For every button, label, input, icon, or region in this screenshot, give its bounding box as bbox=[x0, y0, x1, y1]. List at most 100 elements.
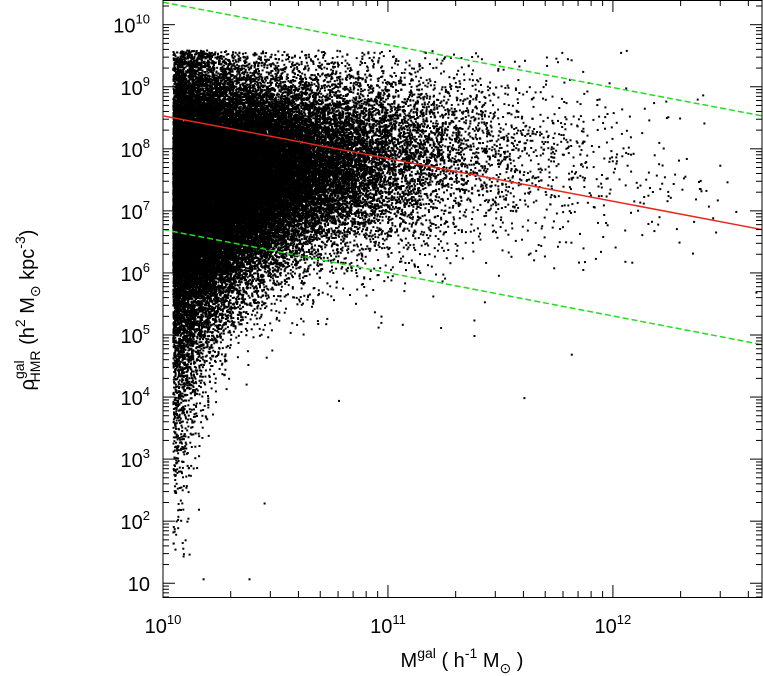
data-point bbox=[174, 485, 176, 488]
data-point bbox=[249, 129, 252, 132]
data-point bbox=[630, 170, 633, 173]
data-point bbox=[215, 277, 218, 280]
data-point bbox=[420, 204, 422, 206]
data-point bbox=[195, 66, 198, 69]
data-point bbox=[658, 163, 661, 166]
data-point bbox=[612, 112, 615, 115]
data-point bbox=[232, 287, 235, 290]
data-point bbox=[220, 69, 223, 72]
data-point bbox=[384, 196, 387, 199]
data-point bbox=[225, 388, 228, 391]
data-point bbox=[399, 193, 401, 196]
data-point bbox=[429, 175, 432, 178]
data-point bbox=[247, 75, 250, 78]
data-point bbox=[359, 154, 362, 156]
data-point bbox=[326, 177, 328, 180]
data-point bbox=[342, 87, 345, 90]
data-point bbox=[334, 113, 337, 116]
data-point bbox=[486, 150, 489, 153]
data-point bbox=[295, 235, 298, 238]
data-point bbox=[242, 52, 244, 55]
data-point bbox=[352, 168, 355, 171]
data-point bbox=[373, 207, 375, 210]
data-point bbox=[426, 196, 429, 199]
data-point bbox=[273, 104, 276, 107]
data-point bbox=[396, 117, 398, 120]
data-point bbox=[277, 98, 280, 101]
data-point bbox=[510, 126, 513, 129]
data-point bbox=[315, 68, 318, 71]
data-point bbox=[235, 336, 238, 339]
data-point bbox=[506, 136, 509, 139]
data-point bbox=[271, 74, 274, 77]
data-point bbox=[176, 468, 179, 471]
data-point bbox=[346, 145, 349, 148]
data-point bbox=[545, 56, 548, 59]
data-point bbox=[419, 76, 422, 79]
data-point bbox=[434, 81, 437, 83]
data-point bbox=[269, 83, 272, 86]
data-point bbox=[403, 101, 406, 104]
data-point bbox=[466, 107, 469, 110]
data-point bbox=[359, 146, 361, 149]
data-point bbox=[517, 129, 519, 132]
data-point bbox=[227, 302, 230, 305]
data-point bbox=[251, 80, 254, 83]
data-point bbox=[373, 233, 376, 236]
data-point bbox=[545, 79, 548, 82]
data-point bbox=[216, 293, 218, 296]
data-point bbox=[328, 124, 331, 127]
data-point bbox=[343, 257, 346, 260]
data-point bbox=[367, 247, 370, 250]
data-point bbox=[531, 176, 534, 179]
data-point bbox=[560, 134, 563, 136]
data-point bbox=[207, 335, 209, 338]
data-point bbox=[304, 101, 307, 104]
data-point bbox=[630, 153, 633, 156]
data-point bbox=[347, 100, 350, 103]
data-point bbox=[455, 180, 458, 182]
data-point bbox=[326, 213, 329, 216]
data-point bbox=[196, 389, 199, 392]
data-point bbox=[249, 237, 251, 240]
data-point bbox=[229, 338, 232, 341]
data-point bbox=[465, 143, 468, 146]
data-point bbox=[460, 150, 463, 153]
data-point bbox=[234, 51, 237, 54]
data-point bbox=[397, 124, 400, 127]
data-point bbox=[232, 51, 235, 54]
data-point bbox=[408, 96, 411, 98]
data-point bbox=[465, 110, 468, 112]
data-point bbox=[405, 269, 407, 272]
data-point bbox=[407, 105, 410, 107]
data-point bbox=[172, 426, 175, 429]
data-point bbox=[547, 184, 550, 187]
data-point bbox=[397, 90, 400, 92]
data-point bbox=[373, 267, 376, 270]
data-point bbox=[382, 72, 385, 75]
data-point bbox=[447, 249, 450, 251]
data-point bbox=[416, 96, 419, 99]
data-point bbox=[423, 166, 426, 169]
data-point bbox=[675, 228, 678, 231]
data-point bbox=[184, 379, 187, 382]
data-point bbox=[378, 229, 381, 231]
data-point bbox=[367, 52, 370, 55]
data-point bbox=[184, 51, 187, 54]
data-point bbox=[325, 94, 328, 97]
data-point bbox=[378, 200, 381, 202]
data-point bbox=[312, 61, 315, 64]
data-point bbox=[380, 315, 383, 318]
data-point bbox=[186, 421, 189, 424]
data-point bbox=[227, 316, 229, 319]
data-point bbox=[402, 195, 405, 198]
data-point bbox=[355, 126, 358, 129]
data-point bbox=[295, 267, 298, 270]
data-point bbox=[204, 369, 207, 372]
data-point bbox=[190, 446, 193, 448]
data-point bbox=[248, 106, 251, 109]
data-point bbox=[336, 76, 338, 79]
data-point bbox=[374, 209, 377, 212]
data-point bbox=[413, 107, 416, 110]
data-point bbox=[177, 515, 180, 518]
